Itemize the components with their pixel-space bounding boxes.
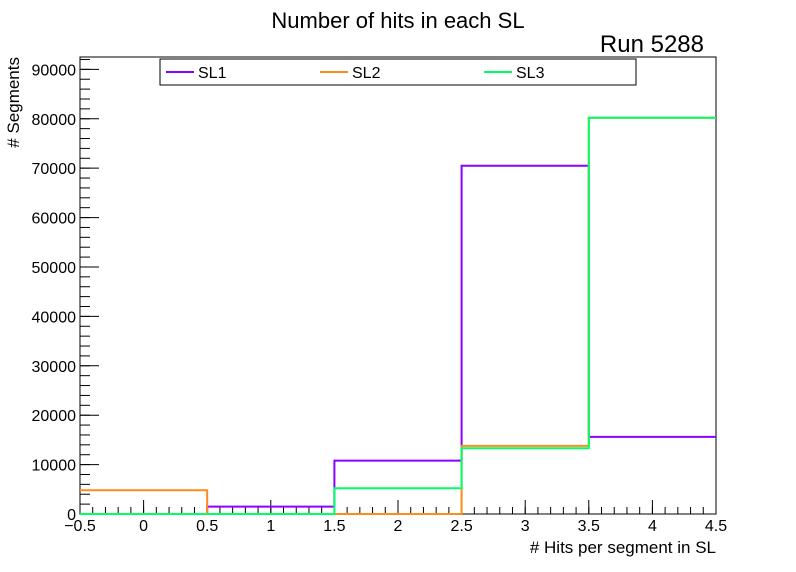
legend-label-sl1: SL1 (198, 65, 227, 82)
x-tick-label: 2 (394, 518, 403, 535)
y-tick-label: 50000 (32, 260, 77, 277)
x-axis-label: # Hits per segment in SL (530, 538, 716, 557)
y-tick-label: 60000 (32, 211, 77, 228)
x-axis-tick-labels: −0.5 0 0.5 1 1.5 2 2.5 3 3.5 4 4.5 (64, 518, 727, 535)
legend-label-sl2: SL2 (352, 65, 381, 82)
x-tick-label: 4 (648, 518, 657, 535)
y-tick-label: 20000 (32, 408, 77, 425)
series-line-sl2 (80, 116, 716, 515)
x-tick-label: −0.5 (64, 518, 96, 535)
y-tick-label: 30000 (32, 359, 77, 376)
series-lines (80, 116, 716, 515)
run-label: Run 5288 (600, 31, 704, 58)
series-line-sl3 (80, 116, 716, 515)
x-tick-label: 2.5 (450, 518, 472, 535)
y-tick-label: 90000 (32, 62, 77, 79)
x-tick-label: 1.5 (323, 518, 345, 535)
x-axis-ticks (79, 500, 717, 514)
y-axis-label: # Segments (4, 57, 23, 148)
series-line-sl1 (80, 164, 716, 515)
y-tick-label: 40000 (32, 309, 77, 326)
chart-title: Number of hits in each SL (271, 8, 524, 33)
x-tick-label: 0 (139, 518, 148, 535)
x-tick-label: 0.5 (196, 518, 218, 535)
y-tick-label: 70000 (32, 161, 77, 178)
x-tick-label: 3.5 (578, 518, 600, 535)
y-tick-label: 0 (67, 507, 76, 524)
y-axis-ticks (80, 58, 99, 515)
y-tick-label: 80000 (32, 112, 77, 129)
legend-entries: SL1 SL2 SL3 (166, 65, 545, 82)
y-tick-label: 10000 (32, 458, 77, 475)
x-tick-label: 4.5 (705, 518, 727, 535)
x-tick-label: 1 (266, 518, 275, 535)
y-axis-tick-labels: 0 10000 20000 30000 40000 50000 60000 70000 8000… (32, 62, 77, 524)
legend-box (159, 58, 637, 86)
legend: SL1 SL2 SL3 (159, 58, 637, 86)
legend-label-sl3: SL3 (516, 65, 545, 82)
plot-frame (79, 56, 717, 515)
x-tick-label: 3 (521, 518, 530, 535)
